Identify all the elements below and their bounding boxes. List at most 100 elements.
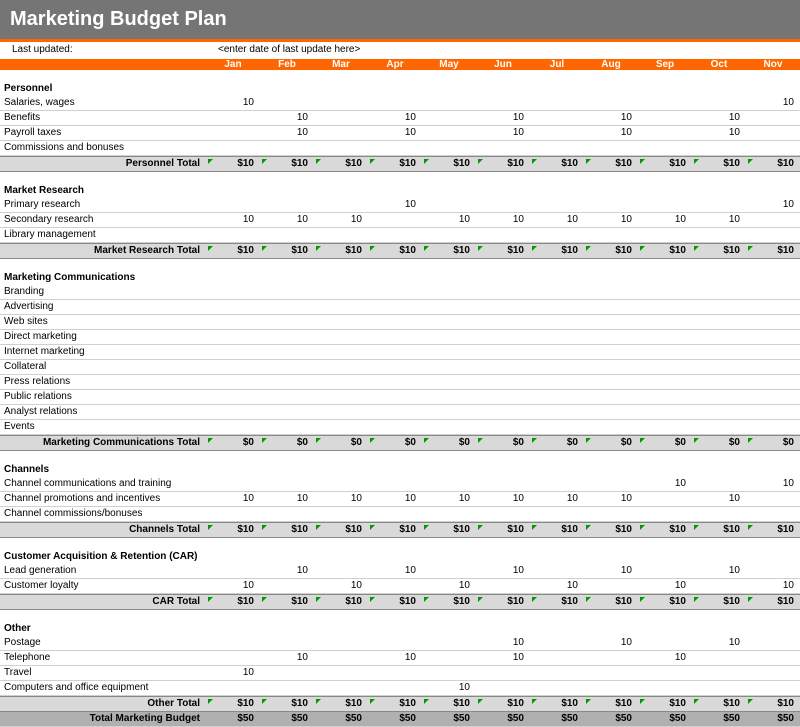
data-cell[interactable]: 10 <box>368 651 422 665</box>
data-cell[interactable] <box>692 330 746 344</box>
data-cell[interactable] <box>584 300 638 314</box>
data-cell[interactable] <box>314 141 368 155</box>
data-cell[interactable] <box>476 198 530 212</box>
data-cell[interactable]: 10 <box>422 492 476 506</box>
data-cell[interactable] <box>584 579 638 593</box>
data-cell[interactable] <box>206 345 260 359</box>
data-cell[interactable] <box>206 636 260 650</box>
data-cell[interactable] <box>260 375 314 389</box>
data-cell[interactable] <box>638 345 692 359</box>
data-cell[interactable] <box>746 213 800 227</box>
data-cell[interactable] <box>206 360 260 374</box>
data-cell[interactable]: 10 <box>422 213 476 227</box>
data-cell[interactable] <box>314 666 368 680</box>
data-cell[interactable] <box>476 96 530 110</box>
data-cell[interactable] <box>260 300 314 314</box>
data-cell[interactable] <box>314 198 368 212</box>
data-cell[interactable]: 10 <box>206 666 260 680</box>
data-cell[interactable] <box>746 564 800 578</box>
data-cell[interactable] <box>692 666 746 680</box>
data-cell[interactable] <box>206 651 260 665</box>
data-cell[interactable] <box>476 579 530 593</box>
data-cell[interactable]: 10 <box>530 492 584 506</box>
data-cell[interactable] <box>746 405 800 419</box>
data-cell[interactable] <box>206 507 260 521</box>
data-cell[interactable] <box>530 390 584 404</box>
data-cell[interactable] <box>422 360 476 374</box>
data-cell[interactable] <box>638 111 692 125</box>
data-cell[interactable] <box>206 300 260 314</box>
data-cell[interactable] <box>746 126 800 140</box>
data-cell[interactable] <box>260 681 314 695</box>
data-cell[interactable] <box>206 285 260 299</box>
data-cell[interactable] <box>476 285 530 299</box>
data-cell[interactable] <box>746 636 800 650</box>
data-cell[interactable] <box>746 681 800 695</box>
data-cell[interactable] <box>746 507 800 521</box>
data-cell[interactable] <box>638 636 692 650</box>
data-cell[interactable] <box>530 651 584 665</box>
data-cell[interactable] <box>422 228 476 242</box>
data-cell[interactable] <box>530 375 584 389</box>
data-cell[interactable] <box>584 681 638 695</box>
data-cell[interactable] <box>422 96 476 110</box>
data-cell[interactable] <box>746 345 800 359</box>
data-cell[interactable] <box>638 141 692 155</box>
data-cell[interactable] <box>692 300 746 314</box>
data-cell[interactable]: 10 <box>746 198 800 212</box>
data-cell[interactable] <box>422 300 476 314</box>
data-cell[interactable] <box>584 345 638 359</box>
data-cell[interactable] <box>314 126 368 140</box>
data-cell[interactable] <box>206 126 260 140</box>
data-cell[interactable] <box>368 141 422 155</box>
data-cell[interactable] <box>314 651 368 665</box>
data-cell[interactable]: 10 <box>206 96 260 110</box>
data-cell[interactable] <box>530 477 584 491</box>
data-cell[interactable] <box>692 405 746 419</box>
data-cell[interactable] <box>422 420 476 434</box>
data-cell[interactable] <box>530 405 584 419</box>
data-cell[interactable] <box>638 564 692 578</box>
data-cell[interactable] <box>368 345 422 359</box>
data-cell[interactable] <box>530 681 584 695</box>
data-cell[interactable]: 10 <box>260 111 314 125</box>
data-cell[interactable]: 10 <box>314 492 368 506</box>
data-cell[interactable] <box>638 96 692 110</box>
data-cell[interactable]: 10 <box>260 213 314 227</box>
data-cell[interactable] <box>260 420 314 434</box>
data-cell[interactable] <box>260 285 314 299</box>
data-cell[interactable] <box>206 330 260 344</box>
data-cell[interactable]: 10 <box>746 579 800 593</box>
data-cell[interactable]: 10 <box>692 126 746 140</box>
data-cell[interactable]: 10 <box>692 636 746 650</box>
data-cell[interactable] <box>368 285 422 299</box>
data-cell[interactable] <box>206 228 260 242</box>
data-cell[interactable] <box>638 360 692 374</box>
data-cell[interactable] <box>746 300 800 314</box>
data-cell[interactable] <box>260 330 314 344</box>
data-cell[interactable] <box>584 420 638 434</box>
data-cell[interactable]: 10 <box>368 492 422 506</box>
data-cell[interactable]: 10 <box>260 126 314 140</box>
data-cell[interactable]: 10 <box>638 651 692 665</box>
data-cell[interactable]: 10 <box>476 126 530 140</box>
data-cell[interactable] <box>638 405 692 419</box>
data-cell[interactable] <box>368 375 422 389</box>
data-cell[interactable] <box>368 579 422 593</box>
data-cell[interactable] <box>206 141 260 155</box>
data-cell[interactable] <box>476 315 530 329</box>
data-cell[interactable] <box>314 228 368 242</box>
data-cell[interactable] <box>422 405 476 419</box>
data-cell[interactable] <box>260 360 314 374</box>
data-cell[interactable] <box>584 360 638 374</box>
data-cell[interactable] <box>692 651 746 665</box>
data-cell[interactable] <box>314 375 368 389</box>
data-cell[interactable] <box>476 345 530 359</box>
data-cell[interactable] <box>584 198 638 212</box>
data-cell[interactable] <box>692 477 746 491</box>
data-cell[interactable] <box>746 390 800 404</box>
data-cell[interactable] <box>368 507 422 521</box>
data-cell[interactable] <box>422 315 476 329</box>
data-cell[interactable] <box>368 96 422 110</box>
data-cell[interactable] <box>692 285 746 299</box>
